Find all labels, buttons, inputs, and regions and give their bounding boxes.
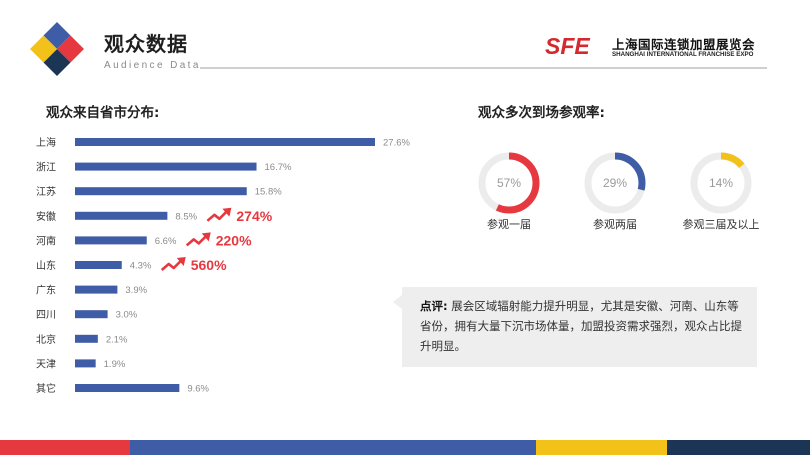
category-label: 安徽 <box>36 210 56 223</box>
footer-stripe-blue <box>130 440 536 455</box>
bar-cat-1 <box>75 162 257 171</box>
comment-key: 点评: <box>420 299 448 313</box>
category-label: 四川 <box>36 310 56 321</box>
value-label: 2.1% <box>106 334 128 345</box>
value-label: 15.8% <box>255 187 282 198</box>
trend-up-icon <box>185 232 211 247</box>
page-subtitle: Audience Data <box>104 60 201 71</box>
bar-cat-6 <box>75 285 118 294</box>
category-label: 天津 <box>36 358 56 370</box>
bar-cat-4 <box>75 236 147 245</box>
donut-value-second-visit: 29% <box>602 176 628 190</box>
bar-cat-2 <box>75 187 247 196</box>
footer-stripe-yellow <box>536 440 667 455</box>
donut-arc-first-visit <box>478 152 540 214</box>
logo-diamond-icon <box>30 22 84 76</box>
value-label: 1.9% <box>104 359 126 370</box>
value-label: 16.7% <box>265 162 292 173</box>
category-label: 浙江 <box>36 162 56 174</box>
value-label: 6.6% <box>155 236 177 247</box>
category-label: 江苏 <box>36 185 56 198</box>
trend-up-icon <box>206 207 232 222</box>
donut-third-visit: 14% <box>686 148 756 218</box>
donut-value-first-visit: 57% <box>496 176 522 190</box>
value-label: 9.6% <box>187 384 209 395</box>
bar-cat-0 <box>75 138 375 146</box>
growth-label: 274% <box>236 208 272 224</box>
svg-text:SFE: SFE <box>545 35 590 57</box>
revisit-title: 观众多次到场参观率: <box>478 105 605 121</box>
distribution-title: 观众来自省市分布: <box>46 105 160 121</box>
bar-cat-3 <box>75 211 168 220</box>
donut-value-third-visit: 14% <box>708 176 734 190</box>
comment-box: 点评: 展会区域辐射能力提升明显，尤其是安徽、河南、山东等省份，拥有大量下沉市场… <box>393 287 757 367</box>
donut-arc-second-visit <box>584 152 646 214</box>
value-label: 8.5% <box>175 211 197 222</box>
bar-cat-9 <box>75 359 96 368</box>
category-label: 北京 <box>36 333 56 346</box>
value-label: 4.3% <box>130 261 152 272</box>
comment-text: 展会区域辐射能力提升明显，尤其是安徽、河南、山东等省份，拥有大量下沉市场体量，加… <box>420 299 742 353</box>
donut-first-visit: 57% <box>474 148 544 218</box>
donut-label-third-visit: 参观三届及以上 <box>682 218 760 231</box>
bar-cat-8 <box>75 334 98 343</box>
footer-stripe-navy <box>667 440 810 455</box>
category-label: 上海 <box>36 136 56 149</box>
page-title: 观众数据 <box>104 32 188 56</box>
category-label: 河南 <box>36 234 56 247</box>
province-distribution-bar-chart: 上海 27.6% 浙江 16.7% 江苏 15.8% 安徽 8.5% 274% 河南 6.6% 220… <box>36 136 410 395</box>
bar-cat-5 <box>75 261 122 269</box>
value-label: 3.9% <box>125 285 147 296</box>
donut-arc-third-visit <box>690 152 752 214</box>
footer-stripe-red <box>0 440 130 455</box>
category-label: 广东 <box>36 284 56 297</box>
category-label: 其它 <box>36 382 56 395</box>
value-label: 3.0% <box>116 310 138 321</box>
header-divider <box>200 67 767 69</box>
brand-name-en: SHANGHAI INTERNATIONAL FRANCHISE EXPO <box>612 51 754 58</box>
value-label: 27.6% <box>383 138 410 149</box>
brand-name-cn: 上海国际连锁加盟展览会 <box>612 37 756 52</box>
trend-up-icon <box>160 257 186 271</box>
growth-label: 220% <box>216 232 252 248</box>
sfe-logo: SFE <box>545 35 590 57</box>
bar-cat-7 <box>75 310 108 319</box>
donut-label-first-visit: 参观一届 <box>487 218 531 231</box>
donut-label-second-visit: 参观两届 <box>593 218 637 231</box>
bar-cat-10 <box>75 384 180 392</box>
category-label: 山东 <box>36 259 56 272</box>
donut-second-visit: 29% <box>580 148 650 218</box>
growth-label: 560% <box>191 257 227 273</box>
